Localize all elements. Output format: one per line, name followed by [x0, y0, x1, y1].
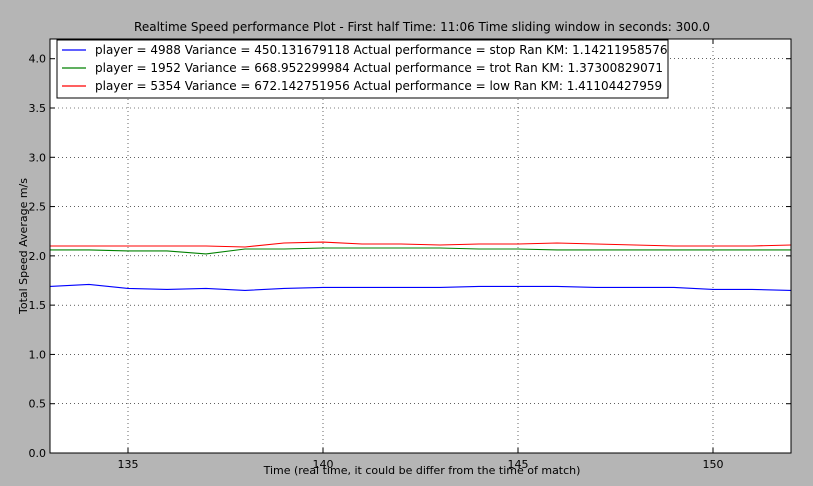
x-tick-label: 135 — [118, 458, 139, 471]
y-tick-label: 1.0 — [29, 348, 47, 361]
series-line-2 — [50, 247, 791, 255]
x-tick-label: 150 — [703, 458, 724, 471]
y-tick-label: 0.0 — [29, 447, 47, 460]
y-tick-label: 0.5 — [29, 398, 47, 411]
y-axis-label: Total Speed Average m/s — [17, 178, 30, 315]
series-line-1 — [49, 283, 792, 291]
y-tick-label: 3.0 — [29, 151, 47, 164]
chart-title: Realtime Speed performance Plot - First … — [134, 20, 710, 34]
x-tick-label: 145 — [508, 458, 529, 471]
y-tick-label: 1.5 — [29, 299, 47, 312]
legend: player = 4988 Variance = 450.131679118 A… — [56, 39, 669, 99]
axis-ticks: 135 140 145 150 0.0 0.5 1.0 1.5 2.0 2.5 3.0 3.5 4.0 — [29, 39, 791, 471]
legend-entry-1: player = 4988 Variance = 450.131679118 A… — [95, 43, 668, 57]
y-tick-label: 2.0 — [29, 250, 47, 263]
legend-entry-2: player = 1952 Variance = 668.952299984 A… — [95, 61, 663, 75]
series-lines — [49, 241, 792, 291]
grid-lines — [50, 39, 791, 454]
legend-entry-3: player = 5354 Variance = 672.142751956 A… — [95, 79, 662, 93]
y-tick-label: 3.5 — [29, 102, 47, 115]
legend-box — [56, 39, 669, 99]
x-axis-label: Time (real time, it could be differ from… — [263, 464, 581, 477]
x-tick-label: 140 — [313, 458, 334, 471]
y-tick-label: 4.0 — [29, 53, 47, 66]
y-tick-label: 2.5 — [29, 201, 47, 214]
plot-frame — [49, 38, 792, 454]
series-line-3 — [50, 241, 792, 248]
